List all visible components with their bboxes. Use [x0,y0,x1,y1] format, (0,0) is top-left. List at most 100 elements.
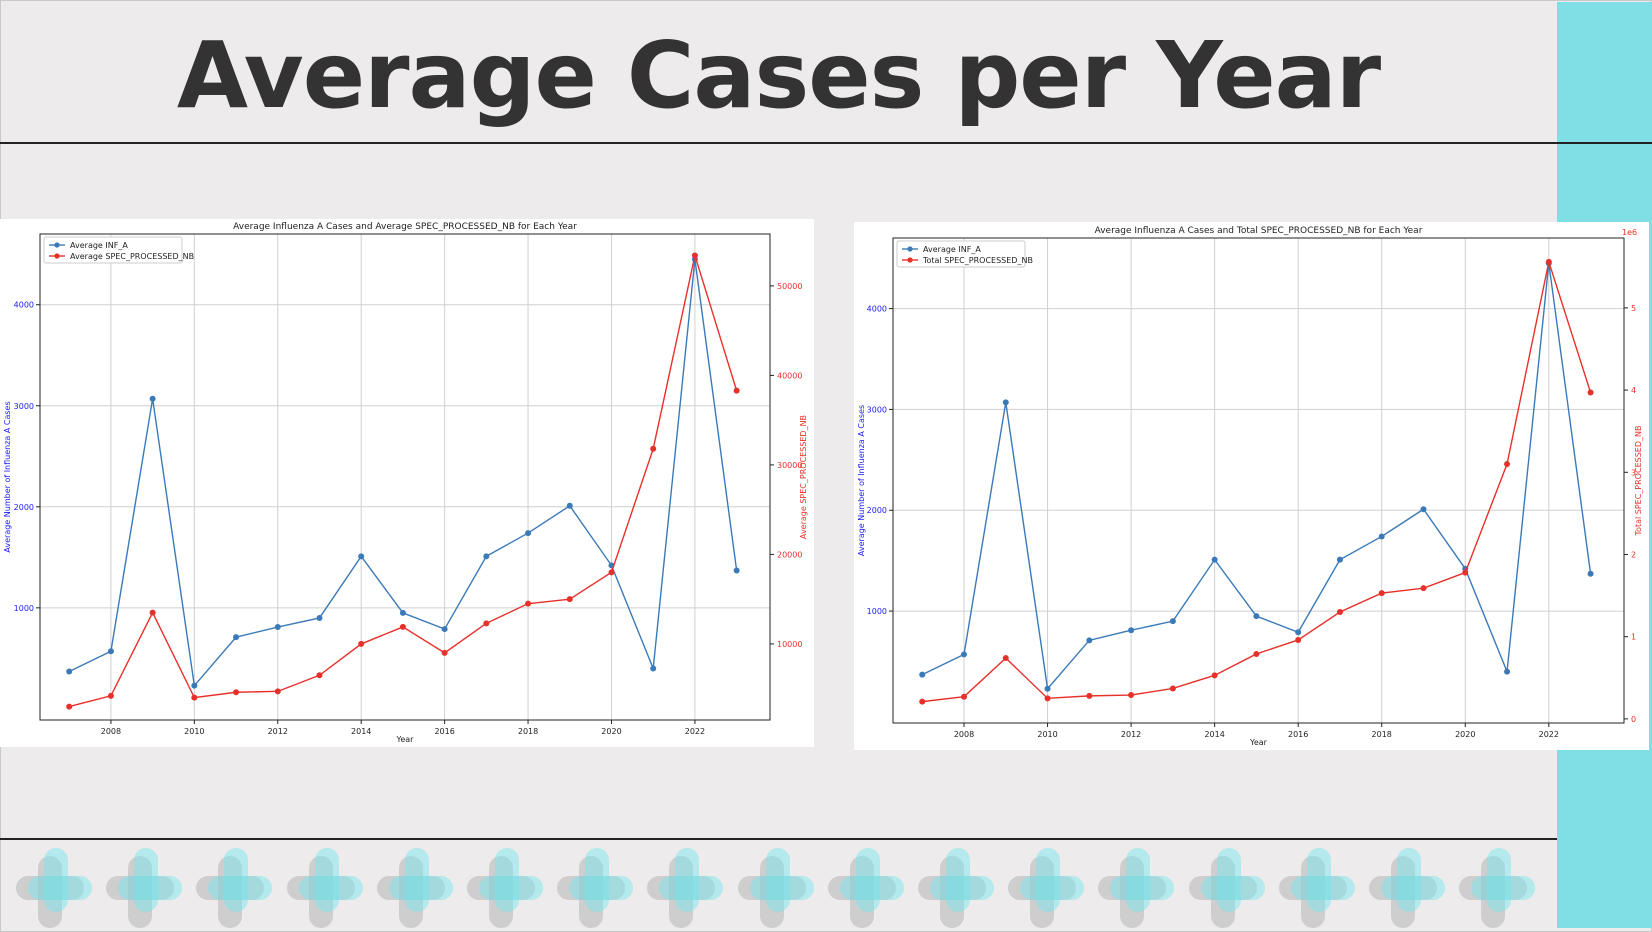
plus-bar [467,876,535,900]
y-tick-label-right: 2 [1631,550,1636,559]
plus-decoration [467,848,547,928]
y-tick-label-left: 4000 [867,305,887,314]
plus-bar [647,876,716,900]
plus-decoration [106,848,186,928]
x-axis-label: Year [1249,738,1268,747]
data-point [1295,636,1302,643]
data-point [1378,590,1385,597]
plus-bar [659,876,724,900]
plus-bar [479,876,543,900]
data-point [1462,569,1469,576]
data-point [274,624,281,631]
plus-bar [946,848,970,912]
plus-bar [737,876,806,900]
data-point [733,387,740,394]
y-tick-label-right: 30000 [777,461,802,470]
plus-bar [849,856,874,928]
data-point [1128,627,1135,634]
chart-total-spec: 2008 2010 2012 2014 2016 2018 2020 202210002000… [857,226,1643,747]
plus-bar [1381,876,1445,900]
data-point [1086,692,1093,699]
plus-bar [1278,876,1347,900]
plus-decoration [737,848,818,928]
data-point [1002,399,1009,406]
data-point [1504,668,1511,675]
plus-bar [1487,848,1512,912]
plus-decoration [1008,848,1088,928]
plus-bar [128,856,153,928]
plus-bar [218,856,243,928]
plus-bar [1020,876,1085,900]
data-point [483,620,490,627]
x-tick-label: 2022 [1539,730,1559,739]
data-point [525,530,532,537]
legend-label: Average INF_A [70,241,128,250]
data-point [441,626,448,633]
data-point [1253,650,1260,657]
data-point [1504,461,1511,468]
plus-bar [1459,876,1528,900]
y-tick-label-left: 1000 [14,604,34,613]
plus-bar [298,876,363,900]
data-point [66,668,73,675]
data-point [149,395,156,402]
y-tick-label-right: 5 [1631,304,1636,313]
data-point [1211,556,1218,563]
data-point [566,502,573,509]
data-point [733,567,740,574]
y-axis-label-left: Average Number of Influenza A Cases [3,401,12,552]
plus-bar [118,876,183,900]
plus-bar [557,876,626,900]
plus-decoration [647,848,727,928]
data-point [107,648,114,655]
data-point [1295,629,1302,636]
plot-frame [892,237,1625,724]
plot-frame [39,233,771,721]
plus-bar [839,876,904,900]
plus-decoration [1188,848,1269,928]
plus-bar [28,876,92,900]
legend-label: Average INF_A [923,245,981,254]
y-tick-label-left: 2000 [867,506,887,515]
plus-decoration [557,848,637,928]
plus-bar [1300,856,1325,928]
data-point [66,703,73,710]
plus-bar [1030,856,1055,928]
data-point [1253,613,1260,620]
plus-decoration [16,848,96,928]
data-point [1587,570,1594,577]
decorative-plus-row [0,844,1557,932]
legend-swatch-marker [54,253,60,259]
right-axis-offset-label: 1e6 [1622,228,1637,237]
plus-decoration [1098,848,1178,928]
plus-bar [1200,876,1265,900]
data-point [358,553,365,560]
data-point [525,600,532,607]
plus-bar [1210,856,1235,928]
title-divider [0,142,1652,144]
x-tick-label: 2016 [1288,730,1308,739]
slide-title: Average Cases per Year [176,22,1381,129]
y-tick-label-left: 3000 [867,405,887,414]
x-tick-label: 2018 [518,727,538,736]
data-point [961,693,968,700]
x-axis-label: Year [396,735,415,744]
y-tick-label-right: 10000 [777,640,802,649]
plus-bar [765,848,790,912]
legend-swatch-marker [907,246,913,252]
data-point [358,640,365,647]
x-tick-label: 2008 [954,730,974,739]
plus-decoration [376,848,457,928]
data-point [1378,533,1385,540]
plus-bar [1188,876,1257,900]
plus-bar [398,856,423,928]
plus-decoration [918,848,998,928]
plus-bar [388,876,453,900]
x-tick-label: 2022 [685,727,705,736]
plus-bar [134,848,159,912]
chart-title: Average Influenza A Cases and Total SPEC… [1095,226,1423,236]
plus-bar [749,876,814,900]
chart-panel-average: 2008 2010 2012 2014 2016 2018 2020 2022 1000 2000… [0,219,814,747]
plus-bar [1471,876,1536,900]
plus-bar [1481,856,1506,928]
